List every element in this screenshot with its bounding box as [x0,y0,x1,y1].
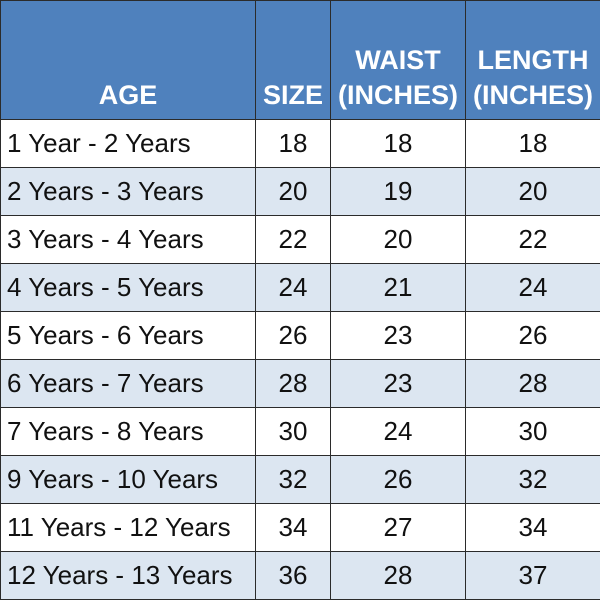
header-row: AGE SIZE WAIST (INCHES) LENGTH (INCHES) [0,0,600,120]
table-row: 11 Years - 12 Years 34 27 34 [0,503,600,552]
age-cell: 12 Years - 13 Years [0,551,256,600]
value-cell: 27 [330,503,466,552]
value-cell: 36 [255,551,331,600]
header-cell: WAIST (INCHES) [330,0,466,120]
value-cell: 20 [255,167,331,216]
value-cell: 30 [465,407,600,456]
value-cell: 34 [465,503,600,552]
value-cell: 20 [465,167,600,216]
age-cell: 6 Years - 7 Years [0,359,256,408]
value-cell: 26 [255,311,331,360]
value-cell: 22 [465,215,600,264]
header-cell: SIZE [255,0,331,120]
value-cell: 20 [330,215,466,264]
value-cell: 21 [330,263,466,312]
value-cell: 26 [330,455,466,504]
value-cell: 28 [330,551,466,600]
value-cell: 18 [465,119,600,168]
age-cell: 4 Years - 5 Years [0,263,256,312]
value-cell: 30 [255,407,331,456]
age-cell: 11 Years - 12 Years [0,503,256,552]
value-cell: 28 [255,359,331,408]
table-row: 12 Years - 13 Years 36 28 37 [0,551,600,600]
value-cell: 18 [255,119,331,168]
value-cell: 26 [465,311,600,360]
table-row: 9 Years - 10 Years 32 26 32 [0,455,600,504]
value-cell: 24 [465,263,600,312]
value-cell: 28 [465,359,600,408]
age-cell: 3 Years - 4 Years [0,215,256,264]
value-cell: 22 [255,215,331,264]
value-cell: 34 [255,503,331,552]
age-cell: 5 Years - 6 Years [0,311,256,360]
table-row: 2 Years - 3 Years 20 19 20 [0,167,600,216]
value-cell: 24 [255,263,331,312]
value-cell: 32 [465,455,600,504]
table-row: 3 Years - 4 Years 22 20 22 [0,215,600,264]
age-cell: 2 Years - 3 Years [0,167,256,216]
table-body: 1 Year - 2 Years 18 18 18 2 Years - 3 Years 2… [0,119,600,600]
header-cell: LENGTH (INCHES) [465,0,600,120]
table-row: 7 Years - 8 Years 30 24 30 [0,407,600,456]
value-cell: 32 [255,455,331,504]
value-cell: 19 [330,167,466,216]
age-cell: 7 Years - 8 Years [0,407,256,456]
age-cell: 9 Years - 10 Years [0,455,256,504]
table-row: 5 Years - 6 Years 26 23 26 [0,311,600,360]
table-row: 1 Year - 2 Years 18 18 18 [0,119,600,168]
age-cell: 1 Year - 2 Years [0,119,256,168]
value-cell: 23 [330,311,466,360]
value-cell: 23 [330,359,466,408]
value-cell: 18 [330,119,466,168]
header-cell: AGE [0,0,256,120]
value-cell: 24 [330,407,466,456]
table-row: 6 Years - 7 Years 28 23 28 [0,359,600,408]
table-row: 4 Years - 5 Years 24 21 24 [0,263,600,312]
value-cell: 37 [465,551,600,600]
